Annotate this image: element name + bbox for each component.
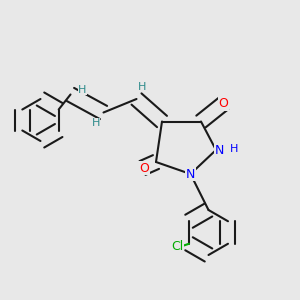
Text: H: H xyxy=(92,118,100,128)
Text: O: O xyxy=(139,161,149,175)
Text: N: N xyxy=(186,167,195,181)
Text: O: O xyxy=(219,97,228,110)
Text: H: H xyxy=(78,85,87,95)
Text: H: H xyxy=(138,82,147,92)
Text: H: H xyxy=(230,143,238,154)
Text: N: N xyxy=(214,143,224,157)
Text: Cl: Cl xyxy=(171,240,183,253)
